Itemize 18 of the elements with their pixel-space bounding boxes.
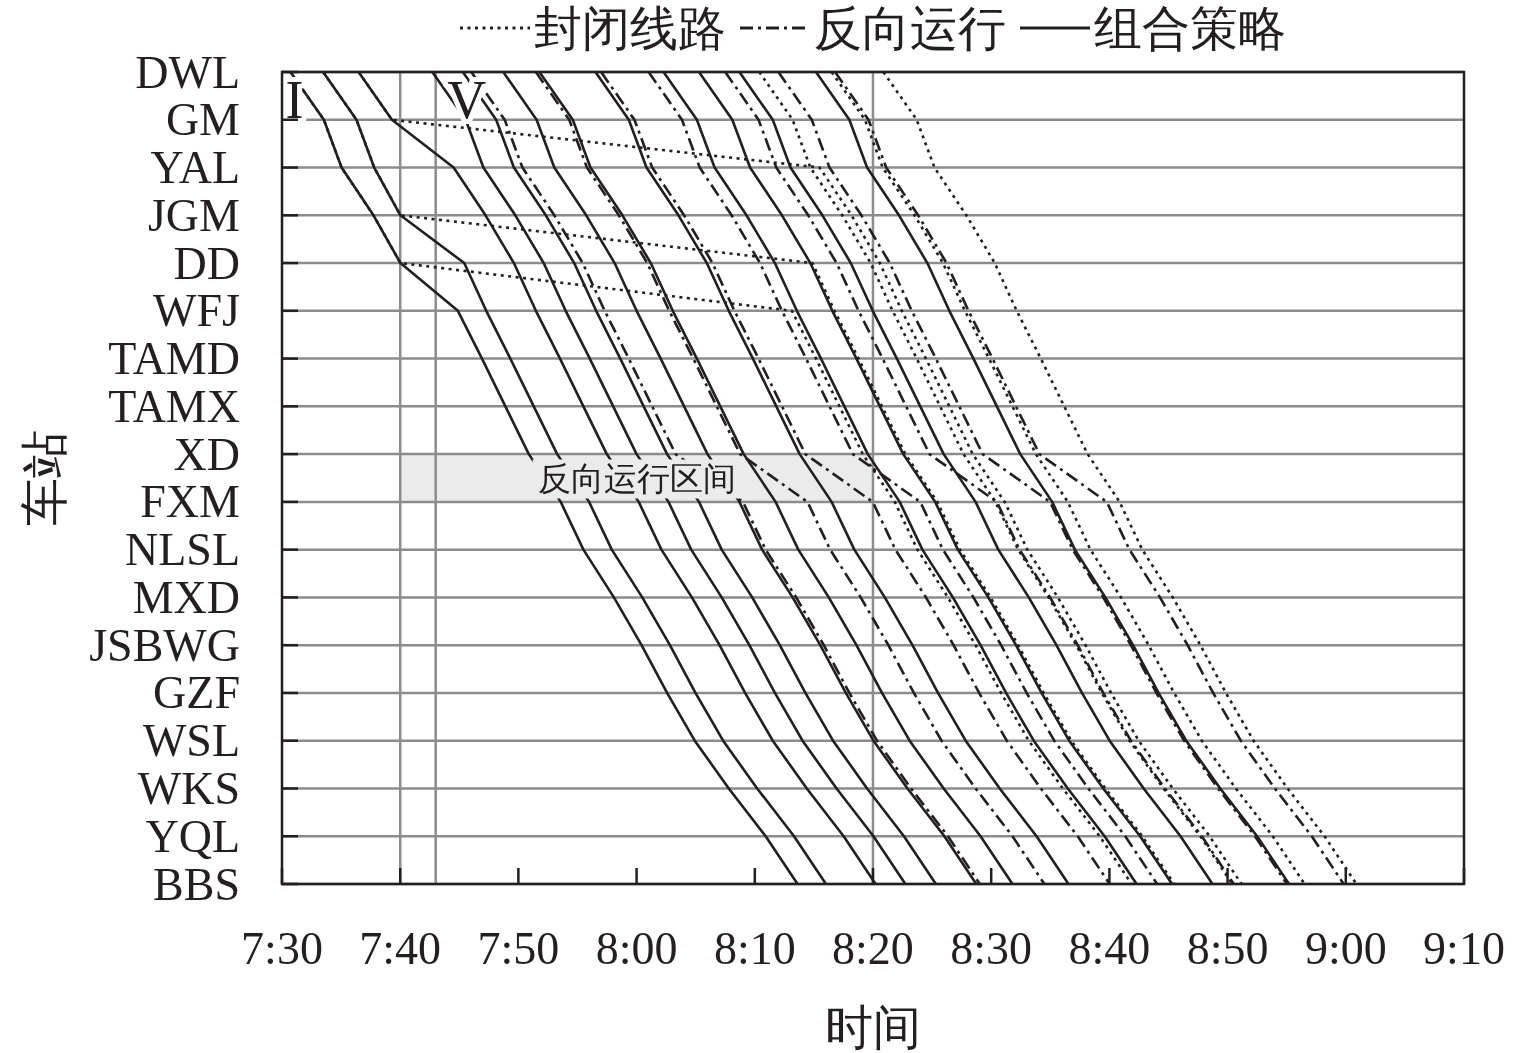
x-tick-label: 8:20 [832,922,914,974]
legend-label: 反向运行 [814,1,1006,55]
band-label: 反向运行区间 [537,461,736,497]
x-tick-label: 7:50 [477,922,560,974]
x-tick-label: 8:50 [1186,922,1269,974]
x-tick-label: 9:10 [1423,922,1505,974]
x-tick-label: 7:30 [241,922,323,974]
annotation: I [285,70,304,131]
x-tick-label: 8:10 [713,922,796,974]
y-axis-title: 车站 [17,430,71,526]
x-tick-label: 7:40 [359,922,442,974]
x-tick-label: 8:30 [950,922,1033,974]
x-tick-label: 8:00 [595,922,678,974]
x-tick-label: 9:00 [1304,922,1387,974]
x-axis-title: 时间 [825,1000,921,1053]
legend-label: 封闭线路 [534,1,726,55]
x-tick-label: 8:40 [1068,922,1151,974]
legend-label: 组合策略 [1094,1,1286,55]
